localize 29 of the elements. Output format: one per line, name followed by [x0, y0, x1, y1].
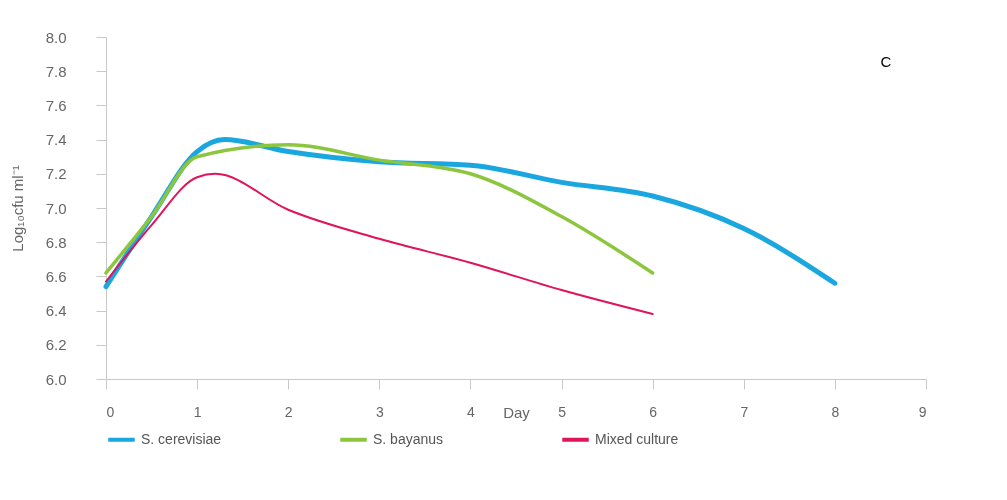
y-tick-label: 6.4: [45, 302, 67, 320]
x-tick-label: 3: [375, 403, 384, 420]
x-tick-label: 5: [558, 403, 567, 420]
x-tick-label: 8: [831, 403, 840, 420]
x-tick-label: 9: [918, 403, 927, 420]
y-tick-label: 7.4: [45, 131, 67, 149]
x-tick-label: 2: [284, 403, 293, 420]
x-tick-label: 7: [740, 403, 749, 420]
y-tick-label: 7.6: [45, 96, 67, 114]
x-axis-title: Day: [503, 403, 531, 421]
x-tick-label: 1: [193, 403, 202, 420]
x-tick-label: 6: [649, 403, 658, 420]
legend-label: S. bayanus: [373, 430, 444, 447]
line-series: [105, 172, 654, 316]
y-tick-label: 6.0: [45, 370, 67, 388]
y-tick-label: 8.0: [45, 28, 67, 46]
legend-label: Mixed culture: [595, 430, 679, 447]
y-tick-label: 6.8: [45, 233, 67, 251]
y-tick-label: 6.2: [45, 336, 67, 354]
x-tick-label: 0: [106, 403, 115, 420]
y-tick-label: 7.2: [45, 165, 67, 183]
y-tick-label: 6.6: [45, 267, 67, 285]
y-axis-title: Log₁₀cfu ml⁻¹: [8, 165, 26, 252]
y-tick-label: 7.0: [45, 199, 67, 217]
annotation: C: [880, 53, 892, 70]
legend-label: S. cerevisiae: [141, 430, 222, 447]
x-tick-label: 4: [467, 403, 476, 420]
y-tick-label: 7.8: [45, 62, 67, 80]
line-series: [104, 142, 655, 275]
